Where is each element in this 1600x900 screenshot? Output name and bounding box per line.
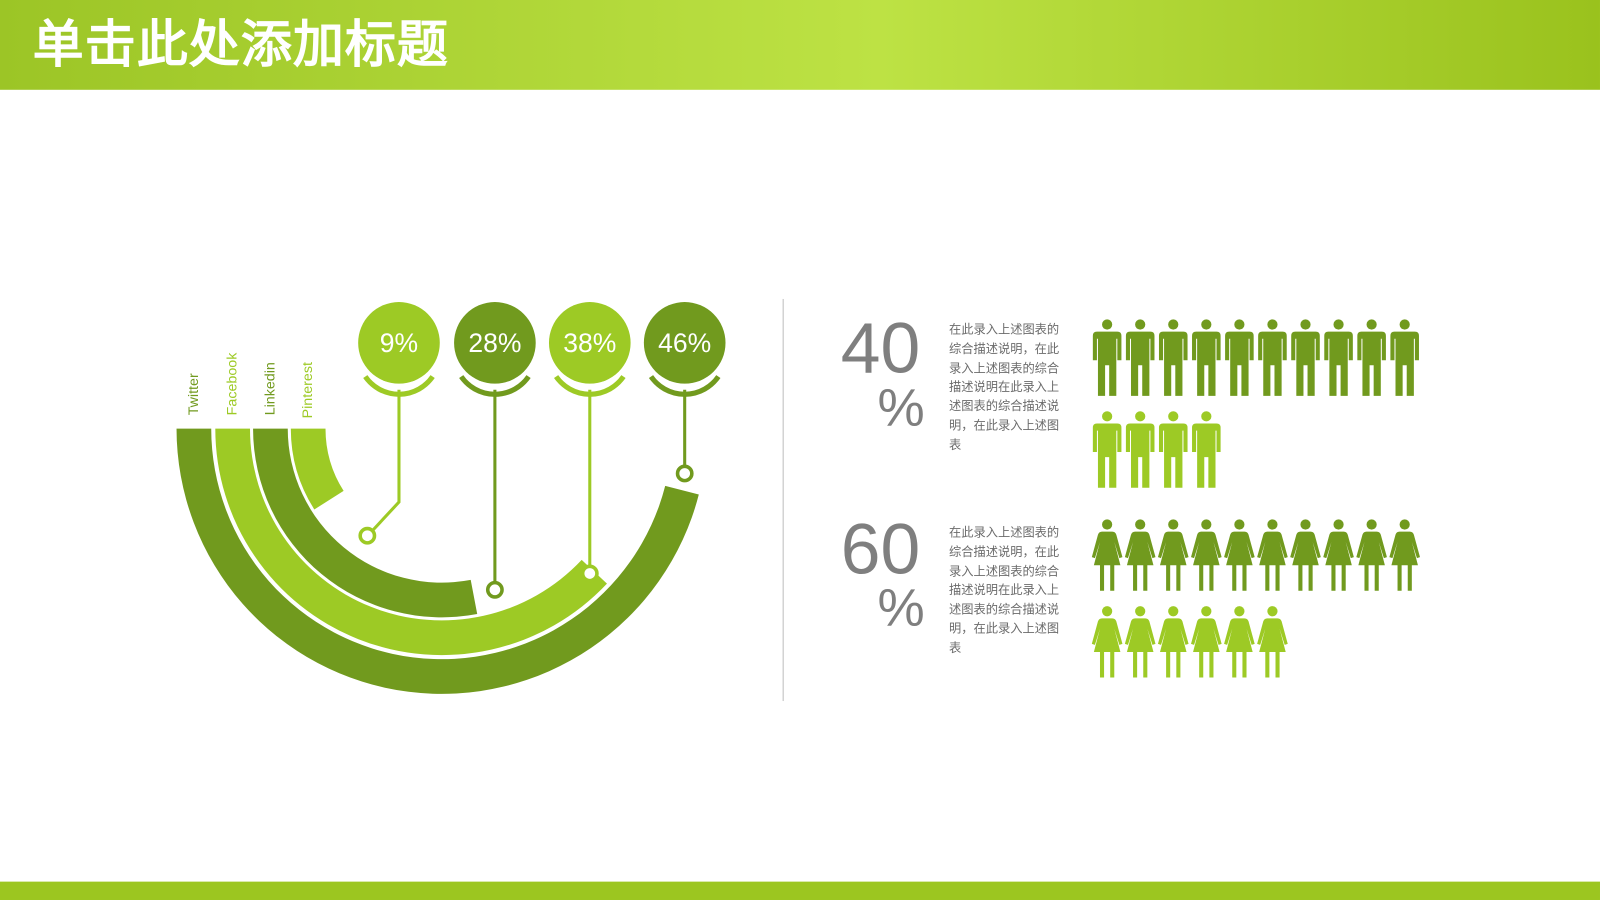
arc-pinterest <box>290 428 344 510</box>
man-icon <box>1092 319 1122 396</box>
arc-twitter <box>176 428 699 694</box>
divider <box>782 298 784 702</box>
stat-description-2: 在此录入上述图表的综合描述说明，在此录入上述图表的综合描述说明在此录入上述图表的… <box>948 525 1060 655</box>
man-icon <box>1258 319 1287 396</box>
page-title[interactable]: 单击此处添加标题 <box>32 15 449 75</box>
man-icon <box>1158 411 1188 488</box>
woman-icon <box>1257 519 1288 591</box>
connector-dot <box>675 464 694 483</box>
value-label: 46% <box>658 328 711 358</box>
stat-unit-1: % <box>877 378 925 438</box>
value-label: 38% <box>563 328 616 358</box>
value-bubble <box>454 302 536 384</box>
woman-icon <box>1157 519 1189 591</box>
value-bubble <box>358 302 440 384</box>
man-icon <box>1357 319 1386 396</box>
arc-linkedin <box>253 428 478 618</box>
value-bubble <box>643 302 726 384</box>
man-icon <box>1390 319 1419 396</box>
man-icon <box>1192 411 1221 488</box>
man-icon <box>1324 319 1353 396</box>
man-icon <box>1225 319 1254 396</box>
woman-icon <box>1257 606 1288 678</box>
woman-icon <box>1091 606 1123 678</box>
woman-icon <box>1356 519 1387 591</box>
connector-line <box>371 389 401 532</box>
arc-facebook <box>215 428 607 656</box>
man-icon <box>1192 319 1221 396</box>
woman-icon <box>1091 519 1123 591</box>
man-icon <box>1291 319 1320 396</box>
stat-number-2: 60 <box>840 509 921 589</box>
man-icon <box>1125 319 1155 396</box>
footer-bar <box>0 881 1600 900</box>
man-icon <box>1158 319 1188 396</box>
value-label: 9% <box>380 328 418 358</box>
value-label: 28% <box>468 328 521 358</box>
radial-chart: Twitter Facebook Linkedin Pinterest 9% 28% 38%… <box>176 302 726 694</box>
woman-icon <box>1224 606 1255 678</box>
stat-unit-2: % <box>877 578 925 638</box>
woman-icon <box>1290 519 1321 591</box>
woman-icon <box>1124 606 1156 678</box>
connector-dot <box>485 580 504 599</box>
woman-icon <box>1389 519 1420 591</box>
label-twitter: Twitter <box>186 373 202 415</box>
label-facebook: Facebook <box>225 352 241 416</box>
connector-dot <box>580 564 599 583</box>
woman-icon <box>1323 519 1354 591</box>
stat-number-1: 40 <box>840 308 921 388</box>
header-bar: 单击此处添加标题 <box>0 0 1600 90</box>
woman-icon <box>1157 606 1189 678</box>
connector-dot <box>358 526 377 545</box>
man-icon <box>1092 411 1122 488</box>
woman-icon <box>1124 519 1156 591</box>
woman-icon <box>1224 519 1255 591</box>
woman-icon <box>1191 606 1222 678</box>
label-linkedin: Linkedin <box>262 362 278 415</box>
value-bubble <box>548 302 631 384</box>
stat-description-1: 在此录入上述图表的综合描述说明，在此录入上述图表的综合描述说明在此录入上述图表的… <box>948 322 1060 452</box>
man-icon <box>1125 411 1155 488</box>
label-pinterest: Pinterest <box>300 362 316 418</box>
woman-icon <box>1191 519 1222 591</box>
